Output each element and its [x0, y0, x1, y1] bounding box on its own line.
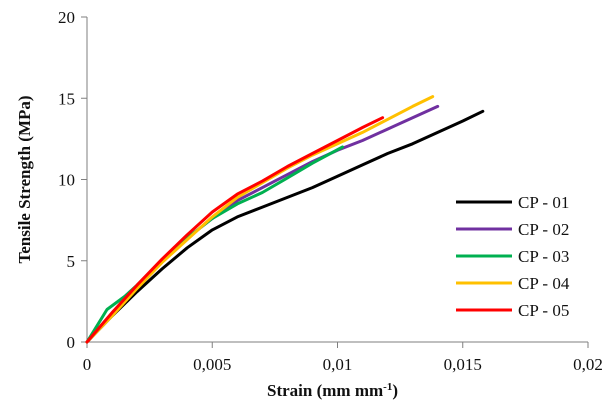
legend-label: CP - 04 — [518, 274, 570, 293]
series-group — [85, 95, 485, 344]
y-axis-title: Tensile Strength (MPa) — [15, 95, 34, 263]
x-tick-label: 0,015 — [444, 355, 482, 374]
y-tick-label: 15 — [58, 89, 75, 108]
x-axis-title-superscript: -1 — [383, 381, 392, 393]
x-tick-label: 0,01 — [323, 355, 353, 374]
series-line-5 — [85, 116, 385, 344]
series-line-2 — [85, 104, 440, 344]
y-tick-label: 20 — [58, 8, 75, 27]
series-line-1 — [85, 109, 485, 344]
axes — [86, 17, 588, 343]
x-axis-title-main: Strain (mm mm — [267, 381, 383, 400]
legend-label: CP - 05 — [518, 301, 569, 320]
y-tick-label: 10 — [58, 171, 75, 190]
legend-label: CP - 03 — [518, 247, 569, 266]
ticks: 0 5 10 15 20 0 0,005 0,01 0,015 0,02 — [58, 8, 603, 374]
y-tick-label: 5 — [67, 252, 76, 271]
x-tick-label: 0,005 — [193, 355, 231, 374]
series-line-3 — [85, 145, 344, 344]
legend-label: CP - 01 — [518, 193, 569, 212]
x-tick-label: 0,02 — [573, 355, 603, 374]
x-tick-label: 0 — [83, 355, 92, 374]
legend-label: CP - 02 — [518, 220, 569, 239]
legend: CP - 01 CP - 02 CP - 03 CP - 04 CP - 05 — [456, 193, 570, 320]
x-axis-title-suffix: ) — [392, 381, 398, 400]
x-axis-title: Strain (mm mm-1) — [267, 381, 398, 400]
y-tick-label: 0 — [67, 333, 76, 352]
series-line-4 — [85, 95, 435, 344]
